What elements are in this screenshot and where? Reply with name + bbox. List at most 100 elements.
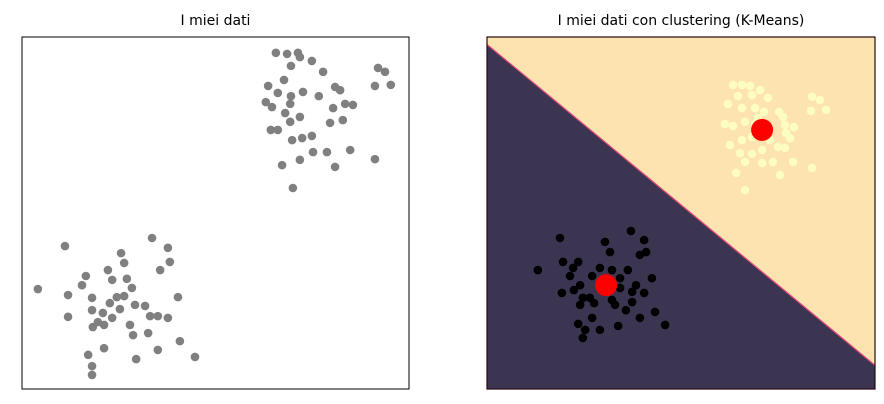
data-point [119, 291, 129, 301]
data-point [277, 160, 287, 170]
data-point [307, 131, 317, 141]
data-point [128, 330, 138, 340]
data-point [83, 350, 93, 360]
data-point [589, 298, 599, 308]
data-point [735, 148, 745, 158]
data-point [386, 80, 396, 90]
data-point [87, 370, 97, 380]
data-point [271, 48, 281, 58]
data-point [737, 80, 747, 90]
data-point [650, 307, 660, 317]
data-point [807, 92, 817, 102]
data-point [733, 91, 743, 101]
data-point [580, 325, 590, 335]
data-point [33, 284, 43, 294]
data-point [127, 283, 137, 293]
data-point [613, 321, 623, 331]
data-point [725, 140, 735, 150]
data-point [768, 157, 778, 167]
data-point [558, 257, 568, 267]
data-point [763, 93, 773, 103]
data-point [621, 305, 631, 315]
data-point [122, 274, 132, 284]
data-point [750, 103, 760, 113]
data-point [273, 88, 283, 98]
data-point [295, 155, 305, 165]
data-point [286, 61, 296, 71]
data-point [740, 157, 750, 167]
data-point [745, 81, 755, 91]
data-point [335, 85, 345, 95]
data-point [587, 271, 597, 281]
data-point [165, 257, 175, 267]
data-point [153, 345, 163, 355]
data-point [610, 300, 620, 310]
data-point [780, 143, 790, 153]
data-point [282, 49, 292, 59]
data-point [119, 258, 129, 268]
data-point [737, 103, 747, 113]
data-point [747, 149, 757, 159]
data-point [147, 233, 157, 243]
data-point [757, 158, 767, 168]
data-point [595, 325, 605, 335]
data-point [759, 107, 769, 117]
data-point [307, 56, 317, 66]
data-point [295, 52, 305, 62]
data-point [153, 311, 163, 321]
data-point [115, 304, 125, 314]
data-point [261, 97, 271, 107]
data-point [103, 265, 113, 275]
data-point [60, 241, 70, 251]
data-point [190, 352, 200, 362]
data-point [87, 361, 97, 371]
data-point [266, 125, 276, 135]
data-point [815, 95, 825, 105]
data-point [143, 328, 153, 338]
plot-frame [21, 36, 410, 390]
chart-title: I miei dati con clustering (K-Means) [558, 13, 805, 29]
data-point [87, 293, 97, 303]
data-point [731, 168, 741, 178]
data-point [370, 154, 380, 164]
data-point [587, 313, 597, 323]
plot-frame [486, 36, 876, 390]
data-point [298, 87, 308, 97]
cluster-center [751, 118, 774, 141]
data-point [807, 163, 817, 173]
data-point [565, 271, 575, 281]
data-point [778, 112, 788, 122]
data-point [660, 320, 670, 330]
data-point [330, 162, 340, 172]
cluster-center [595, 274, 618, 297]
data-point [340, 99, 350, 109]
data-point [600, 237, 610, 247]
data-point [605, 247, 615, 257]
data-point [116, 248, 126, 258]
data-point [345, 145, 355, 155]
data-point [806, 106, 816, 116]
data-point [380, 67, 390, 77]
data-point [318, 67, 328, 77]
data-point [573, 257, 583, 267]
data-point [163, 243, 173, 253]
data-point [105, 298, 115, 308]
data-point [639, 235, 649, 245]
data-point [63, 290, 73, 300]
data-point [130, 300, 140, 310]
data-point [569, 285, 579, 295]
data-point [77, 280, 87, 290]
data-point [263, 81, 273, 91]
data-point [63, 312, 73, 322]
data-point [747, 90, 757, 100]
data-point [575, 300, 585, 310]
data-point [338, 115, 348, 125]
data-point [615, 283, 625, 293]
data-point [155, 265, 165, 275]
data-point [789, 122, 799, 132]
data-point [575, 280, 585, 290]
data-point [555, 233, 565, 243]
data-point [125, 320, 135, 330]
data-point [728, 80, 738, 90]
